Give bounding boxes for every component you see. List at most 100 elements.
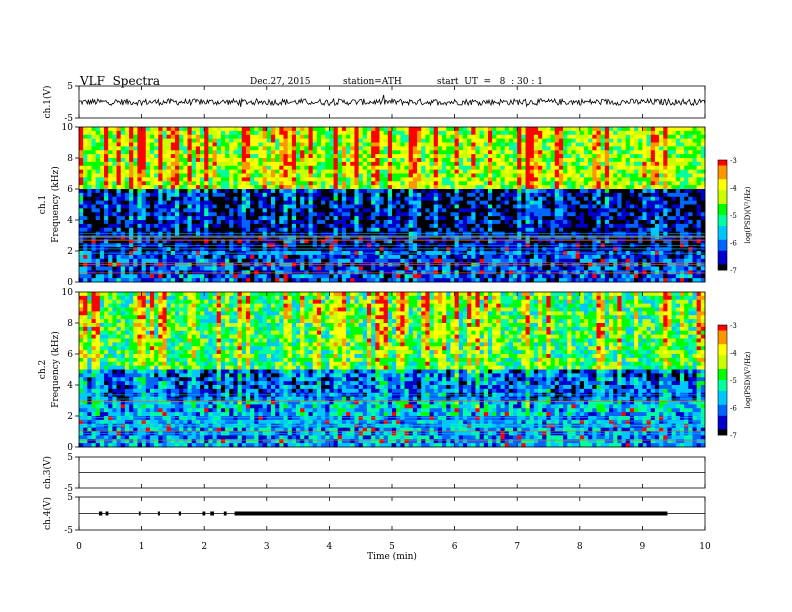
- spectrogram-cell: [400, 181, 405, 186]
- spectrogram-cell: [471, 239, 476, 244]
- spectrogram-cell: [417, 216, 422, 221]
- spectrogram-cell: [583, 254, 589, 260]
- spectrogram-cell: [312, 274, 318, 279]
- spectrogram-cell: [266, 220, 272, 225]
- spectrogram-cell: [166, 134, 172, 140]
- spectrogram-cell: [83, 161, 88, 167]
- spectrogram-cell: [529, 278, 535, 283]
- spectrogram-cell: [200, 173, 205, 178]
- spectrogram-cell: [517, 142, 522, 147]
- spectrogram-cell: [446, 146, 451, 151]
- spectrogram-cell: [254, 158, 259, 163]
- spectrogram-cell: [404, 270, 410, 275]
- spectrogram-cell: [379, 130, 385, 136]
- spectrogram-cell: [229, 278, 234, 283]
- spectrogram-cell: [187, 208, 193, 213]
- spectrogram-cell: [296, 173, 301, 178]
- spectrogram-cell: [379, 146, 385, 151]
- spectrogram-cell: [91, 204, 97, 209]
- spectrogram-cell: [291, 150, 297, 155]
- spectrogram-cell: [412, 177, 418, 182]
- spectrogram-cell: [108, 158, 113, 163]
- spectrogram-cell: [262, 158, 268, 163]
- spectrogram-cell: [300, 165, 305, 171]
- spectrogram-cell: [166, 266, 172, 271]
- spectrogram-cell: [141, 216, 147, 221]
- spectrogram-cell: [429, 239, 435, 244]
- spectrogram-cell: [312, 165, 318, 171]
- spectrogram-cell: [87, 278, 92, 283]
- spectrogram-cell: [245, 200, 251, 205]
- spectrogram-cell: [404, 146, 410, 151]
- spectrogram-cell: [462, 216, 468, 221]
- spectrogram-cell: [83, 200, 88, 205]
- spectrogram-cell: [341, 177, 347, 182]
- spectrogram-cell: [325, 134, 330, 140]
- waveform-ylabel: ch.1(V): [42, 86, 53, 119]
- spectrogram-cell: [412, 266, 418, 271]
- spectrogram-cell: [79, 169, 84, 174]
- spectrogram-cell: [337, 154, 343, 159]
- spectrogram-cell: [508, 177, 514, 182]
- spectrogram-cell: [508, 142, 514, 147]
- spectrogram-cell: [529, 138, 535, 143]
- spectrogram-cell: [366, 173, 372, 178]
- spectrogram-cell: [208, 185, 213, 190]
- spectrogram-cell: [550, 231, 556, 236]
- spectrogram-cell: [362, 177, 368, 182]
- spectrogram-cell: [129, 142, 134, 147]
- spectrogram-cell: [450, 192, 455, 198]
- spectrogram-cell: [291, 278, 297, 283]
- spectrogram-cell: [95, 150, 101, 155]
- spectrogram-cell: [446, 150, 451, 155]
- spectrogram-cell: [149, 200, 155, 205]
- spectrogram-cell: [425, 231, 430, 236]
- spectrogram-cell: [379, 138, 385, 143]
- spectrogram-cell: [479, 161, 485, 167]
- spectrogram-cell: [454, 247, 460, 252]
- spectrogram-cell: [546, 204, 551, 209]
- spectrogram-cell: [137, 200, 142, 205]
- spectrogram-cell: [454, 258, 460, 264]
- spectrogram-cell: [195, 146, 201, 151]
- spectrogram-cell: [458, 130, 464, 136]
- spectrogram-cell: [425, 189, 430, 194]
- spectrogram-cell: [174, 216, 180, 221]
- spectrogram-cell: [183, 150, 188, 155]
- spectrogram-cell: [162, 227, 168, 233]
- spectrogram-cell: [521, 270, 526, 275]
- spectrogram-cell: [308, 231, 314, 236]
- spectrogram-cell: [291, 169, 297, 174]
- spectrogram-cell: [170, 227, 176, 233]
- spectrogram-cell: [487, 204, 493, 209]
- spectrogram-cell: [154, 169, 159, 174]
- spectrogram-cell: [471, 138, 476, 143]
- spectrogram-cell: [220, 247, 226, 252]
- spectrogram-cell: [396, 189, 401, 194]
- spectrogram-cell: [133, 208, 138, 213]
- spectrogram-cell: [145, 185, 151, 190]
- spectrogram-cell: [149, 158, 155, 163]
- spectrogram-cell: [571, 130, 577, 136]
- spectrogram-cell: [104, 223, 109, 229]
- spectrogram-cell: [283, 239, 289, 244]
- spectrogram-cell: [550, 278, 556, 283]
- spectrogram-cell: [371, 227, 376, 233]
- spectrogram-cell: [166, 254, 172, 260]
- spectrogram-cell: [521, 161, 526, 167]
- spectrogram-cell: [124, 212, 130, 217]
- spectrogram-cell: [479, 169, 485, 174]
- spectrogram-cell: [296, 274, 301, 279]
- spectrogram-cell: [329, 200, 334, 205]
- spectrogram-cell: [145, 138, 151, 143]
- spectrogram-cell: [375, 181, 380, 186]
- spectrogram-cell: [383, 220, 389, 225]
- spectrogram-cell: [404, 223, 410, 229]
- spectrogram-cell: [308, 270, 314, 275]
- spectrogram-cell: [95, 189, 101, 194]
- spectrogram-cell: [542, 196, 547, 202]
- spectrogram-cell: [583, 185, 589, 190]
- spectrogram-cell: [258, 192, 264, 198]
- spectrogram-cell: [212, 231, 218, 236]
- spectrogram-cell: [450, 181, 455, 186]
